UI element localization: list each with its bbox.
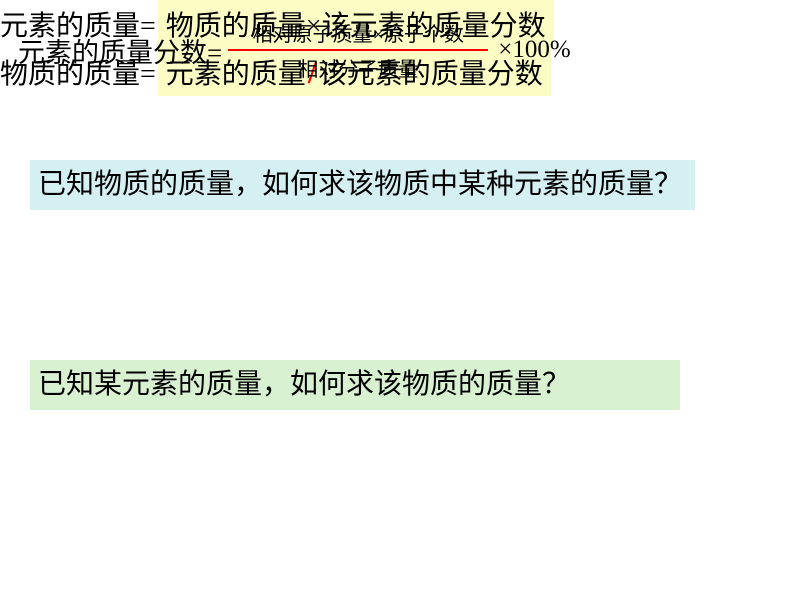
formula-suffix: ×100%: [498, 36, 570, 64]
question-1: 已知物质的质量，如何求该物质中某种元素的质量？: [30, 160, 695, 210]
mass-fraction-formula: 元素的质量分数= 相对原子质量×原子个数 相对分子质量 ×100%: [18, 18, 571, 82]
question-2: 已知某元素的质量，如何求该物质的质量？: [30, 360, 680, 410]
formula-label: 元素的质量分数=: [18, 31, 222, 70]
formula-numerator: 相对原子质量×原子个数: [249, 18, 468, 49]
formula-denominator: 相对分子质量: [294, 51, 422, 82]
formula-fraction: 相对原子质量×原子个数 相对分子质量: [228, 18, 488, 82]
